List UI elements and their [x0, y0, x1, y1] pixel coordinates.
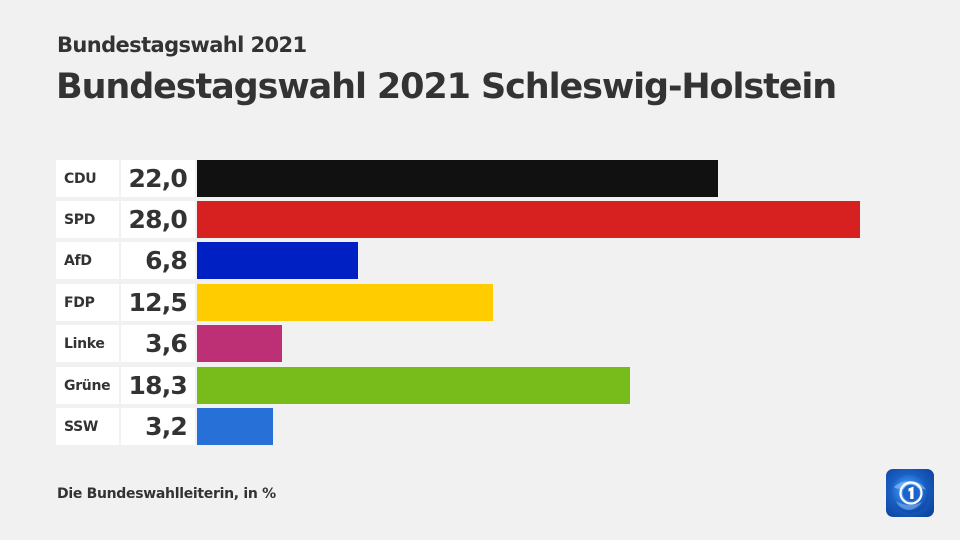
party-label: AfD — [56, 242, 119, 279]
chart-row: SSW 3,2 — [56, 408, 916, 445]
party-bar — [197, 408, 273, 445]
party-bar — [197, 367, 630, 404]
party-bar — [197, 201, 860, 238]
party-bar — [197, 325, 282, 362]
party-label: SSW — [56, 408, 119, 445]
tagesschau-globe-one-icon — [886, 469, 934, 517]
chart-row: SPD 28,0 — [56, 201, 916, 238]
chart-title: Bundestagswahl 2021 Schleswig-Holstein — [56, 67, 837, 107]
party-label: Linke — [56, 325, 119, 362]
party-bar — [197, 160, 718, 197]
party-value: 18,3 — [121, 367, 195, 404]
party-bar — [197, 242, 358, 279]
party-value: 3,2 — [121, 408, 195, 445]
party-label: Grüne — [56, 367, 119, 404]
party-value: 6,8 — [121, 242, 195, 279]
chart-supertitle: Bundestagswahl 2021 — [57, 33, 307, 57]
chart-row: CDU 22,0 — [56, 160, 916, 197]
party-label: SPD — [56, 201, 119, 238]
party-label: FDP — [56, 284, 119, 321]
party-value: 3,6 — [121, 325, 195, 362]
party-value: 28,0 — [121, 201, 195, 238]
party-bar — [197, 284, 493, 321]
chart-row: FDP 12,5 — [56, 284, 916, 321]
party-value: 22,0 — [121, 160, 195, 197]
chart-row: Grüne 18,3 — [56, 367, 916, 404]
party-label: CDU — [56, 160, 119, 197]
party-value: 12,5 — [121, 284, 195, 321]
chart-row: AfD 6,8 — [56, 242, 916, 279]
source-note: Die Bundeswahlleiterin, in % — [57, 486, 276, 502]
chart-row: Linke 3,6 — [56, 325, 916, 362]
